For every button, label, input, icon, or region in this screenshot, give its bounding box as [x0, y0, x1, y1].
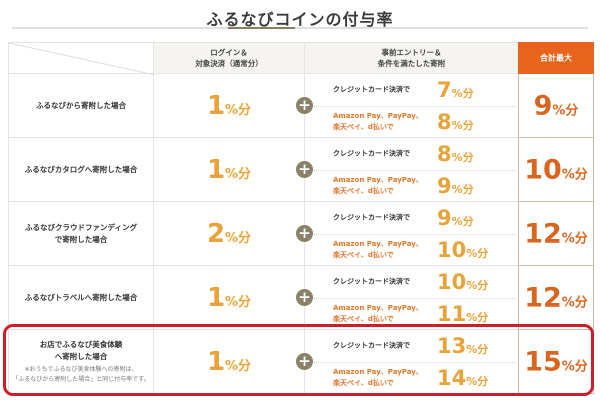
qr-pay-label: Amazon Pay、PayPay、 楽天ペイ、d払いで — [333, 304, 423, 323]
total-rate-cell: 12%分 — [518, 266, 594, 330]
header-total: 合計最大 — [518, 42, 594, 74]
qr-pay-rate: 11%分 — [437, 302, 489, 326]
credit-card-subrow: クレジットカード決済で 7%分 — [305, 74, 519, 107]
total-rate-cell: 15%分 — [518, 330, 594, 394]
qr-pay-subrow: Amazon Pay、PayPay、 楽天ペイ、d払いで 9%分 — [305, 170, 519, 202]
total-rate: 12%分 — [524, 282, 588, 313]
entry-rate-cell: + クレジットカード決済で 9%分 Amazon Pay、PayPay、 楽天ペ… — [296, 202, 519, 266]
credit-card-subrow: クレジットカード決済で 8%分 — [305, 138, 519, 171]
qr-pay-label: Amazon Pay、PayPay、 楽天ペイ、d払いで — [333, 112, 423, 131]
credit-card-label: クレジットカード決済で — [333, 149, 410, 158]
row-label: ふるなびから寄附した場合 — [36, 100, 126, 110]
table-row: ふるなびクラウドファンディング で寄附した場合 2%分 + クレジットカード決済… — [8, 202, 594, 266]
credit-card-subrow: クレジットカード決済で 13%分 — [305, 330, 519, 363]
credit-card-rate: 13%分 — [437, 334, 489, 358]
qr-pay-subrow: Amazon Pay、PayPay、 楽天ペイ、d払いで 10%分 — [305, 234, 519, 266]
credit-card-rate: 10%分 — [437, 270, 489, 294]
row-label: ふるなびクラウドファンディング で寄附した場合 — [25, 222, 137, 244]
table-row: お店でふるなび美食体験 へ寄附した場合 ※おうちでふるなび美食体験への寄附は、 「… — [8, 330, 594, 394]
row-label-cell: ふるなびカタログへ寄附した場合 — [8, 138, 154, 202]
title-divider — [12, 27, 588, 29]
qr-pay-label: Amazon Pay、PayPay、 楽天ペイ、d払いで — [333, 240, 423, 259]
total-rate: 12%分 — [524, 218, 588, 249]
row-label-cell: お店でふるなび美食体験 へ寄附した場合 ※おうちでふるなび美食体験への寄附は、 「… — [8, 330, 154, 394]
qr-pay-rate: 14%分 — [437, 366, 489, 390]
plus-icon: + — [296, 161, 313, 178]
qr-pay-label: Amazon Pay、PayPay、 楽天ペイ、d払いで — [333, 176, 423, 195]
qr-pay-subrow: Amazon Pay、PayPay、 楽天ペイ、d払いで 11%分 — [305, 298, 519, 330]
plus-icon: + — [296, 97, 313, 114]
credit-card-label: クレジットカード決済で — [333, 213, 410, 222]
row-label: お店でふるなび美食体験 へ寄附した場合 — [39, 339, 123, 361]
qr-pay-label: Amazon Pay、PayPay、 楽天ペイ、d払いで — [333, 368, 423, 387]
login-rate-cell: 1%分 — [154, 330, 304, 394]
total-rate: 10%分 — [524, 154, 588, 185]
row-label-cell: ふるなびから寄附した場合 — [8, 74, 154, 138]
total-rate-cell: 9%分 — [518, 74, 594, 138]
credit-card-rate: 9%分 — [437, 206, 474, 230]
entry-rate-cell: + クレジットカード決済で 10%分 Amazon Pay、PayPay、 楽天… — [296, 266, 519, 330]
title-divider-accent — [228, 27, 295, 29]
credit-card-subrow: クレジットカード決済で 10%分 — [305, 266, 519, 299]
header-corner-cell — [8, 42, 155, 75]
qr-pay-subrow: Amazon Pay、PayPay、 楽天ペイ、d払いで 8%分 — [305, 106, 519, 138]
row-label: ふるなびカタログへ寄附した場合 — [24, 164, 138, 174]
total-rate-cell: 12%分 — [518, 202, 594, 266]
total-rate-cell: 10%分 — [518, 138, 594, 202]
qr-pay-rate: 9%分 — [437, 174, 474, 198]
entry-rate-cell: + クレジットカード決済で 7%分 Amazon Pay、PayPay、 楽天ペ… — [296, 74, 519, 138]
login-rate: 1%分 — [206, 90, 252, 121]
header-login: ログイン＆ 対象決済（通常分） — [154, 42, 304, 74]
credit-card-label: クレジットカード決済で — [333, 341, 410, 350]
entry-rate-cell: + クレジットカード決済で 13%分 Amazon Pay、PayPay、 楽天… — [296, 330, 519, 394]
qr-pay-rate: 10%分 — [437, 238, 489, 262]
credit-card-rate: 8%分 — [437, 142, 474, 166]
header-entry: 事前エントリー＆ 条件を満たした寄附 — [304, 42, 518, 74]
row-note: ※おうちでふるなび美食体験への寄附は、 「ふるなびから寄附した場合」と同じ付与率… — [12, 365, 150, 383]
plus-icon: + — [296, 225, 313, 242]
row-label-cell: ふるなびトラベルへ寄附した場合 — [8, 266, 154, 330]
login-rate-cell: 1%分 — [154, 266, 304, 330]
credit-card-label: クレジットカード決済で — [333, 277, 410, 286]
credit-card-label: クレジットカード決済で — [333, 85, 410, 94]
login-rate: 1%分 — [206, 346, 252, 377]
total-rate: 9%分 — [533, 90, 579, 121]
total-rate: 15%分 — [524, 346, 588, 377]
table-row: ふるなびトラベルへ寄附した場合 1%分 + クレジットカード決済で 10%分 A… — [8, 266, 594, 330]
credit-card-subrow: クレジットカード決済で 9%分 — [305, 202, 519, 235]
entry-rate-cell: + クレジットカード決済で 8%分 Amazon Pay、PayPay、 楽天ペ… — [296, 138, 519, 202]
row-label: ふるなびトラベルへ寄附した場合 — [24, 292, 138, 302]
page-title: ふるなびコインの付与率 — [206, 10, 394, 29]
qr-pay-rate: 8%分 — [437, 110, 474, 134]
plus-icon: + — [296, 289, 313, 306]
plus-icon: + — [296, 353, 313, 370]
login-rate: 1%分 — [206, 282, 252, 313]
login-rate: 2%分 — [206, 218, 252, 249]
row-label-cell: ふるなびクラウドファンディング で寄附した場合 — [8, 202, 154, 266]
table-row: ふるなびから寄附した場合 1%分 + クレジットカード決済で 7%分 Amazo… — [8, 74, 594, 138]
login-rate-cell: 1%分 — [154, 74, 304, 138]
table-row: ふるなびカタログへ寄附した場合 1%分 + クレジットカード決済で 8%分 Am… — [8, 138, 594, 202]
credit-card-rate: 7%分 — [437, 78, 474, 102]
login-rate: 1%分 — [206, 154, 252, 185]
login-rate-cell: 2%分 — [154, 202, 304, 266]
qr-pay-subrow: Amazon Pay、PayPay、 楽天ペイ、d払いで 14%分 — [305, 362, 519, 394]
login-rate-cell: 1%分 — [154, 138, 304, 202]
diagonal-line-icon — [9, 43, 155, 75]
